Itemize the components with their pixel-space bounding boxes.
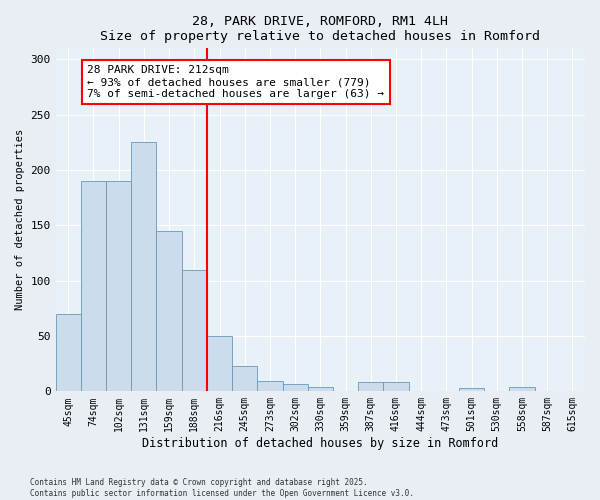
- Bar: [56, 314, 81, 392]
- Bar: [131, 142, 157, 392]
- Bar: [106, 181, 131, 392]
- Bar: [383, 382, 409, 392]
- Bar: [509, 387, 535, 392]
- Title: 28, PARK DRIVE, ROMFORD, RM1 4LH
Size of property relative to detached houses in: 28, PARK DRIVE, ROMFORD, RM1 4LH Size of…: [100, 15, 541, 43]
- Bar: [81, 181, 106, 392]
- Bar: [283, 384, 308, 392]
- Bar: [459, 388, 484, 392]
- Y-axis label: Number of detached properties: Number of detached properties: [15, 129, 25, 310]
- Bar: [257, 382, 283, 392]
- Bar: [182, 270, 207, 392]
- Text: Contains HM Land Registry data © Crown copyright and database right 2025.
Contai: Contains HM Land Registry data © Crown c…: [30, 478, 414, 498]
- Bar: [232, 366, 257, 392]
- X-axis label: Distribution of detached houses by size in Romford: Distribution of detached houses by size …: [142, 437, 499, 450]
- Bar: [157, 231, 182, 392]
- Bar: [207, 336, 232, 392]
- Bar: [308, 387, 333, 392]
- Text: 28 PARK DRIVE: 212sqm
← 93% of detached houses are smaller (779)
7% of semi-deta: 28 PARK DRIVE: 212sqm ← 93% of detached …: [88, 66, 385, 98]
- Bar: [358, 382, 383, 392]
